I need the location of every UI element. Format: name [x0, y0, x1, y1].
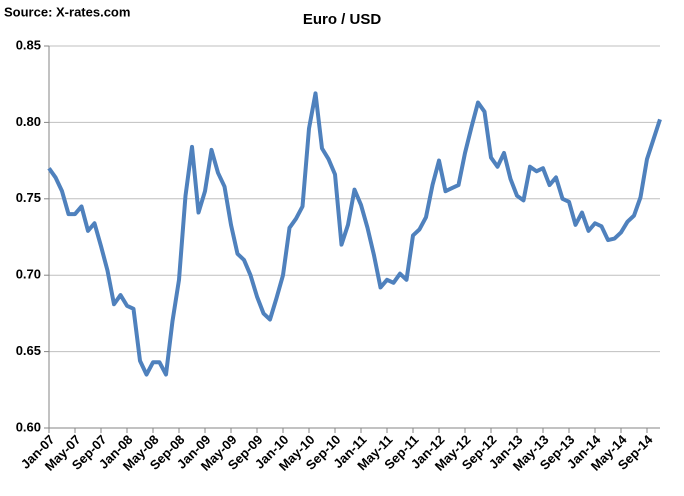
- y-tick-label: 0.75: [16, 190, 41, 205]
- line-series: [47, 91, 662, 377]
- source-note: Source: X-rates.com: [4, 4, 130, 19]
- y-tick-label: 0.80: [16, 114, 41, 129]
- y-tick-label: 0.60: [16, 419, 41, 434]
- y-tick-label: 0.65: [16, 343, 41, 358]
- chart-title: Euro / USD: [303, 11, 382, 28]
- y-tick-label: 0.85: [16, 37, 41, 52]
- y-tick-label: 0.70: [16, 267, 41, 282]
